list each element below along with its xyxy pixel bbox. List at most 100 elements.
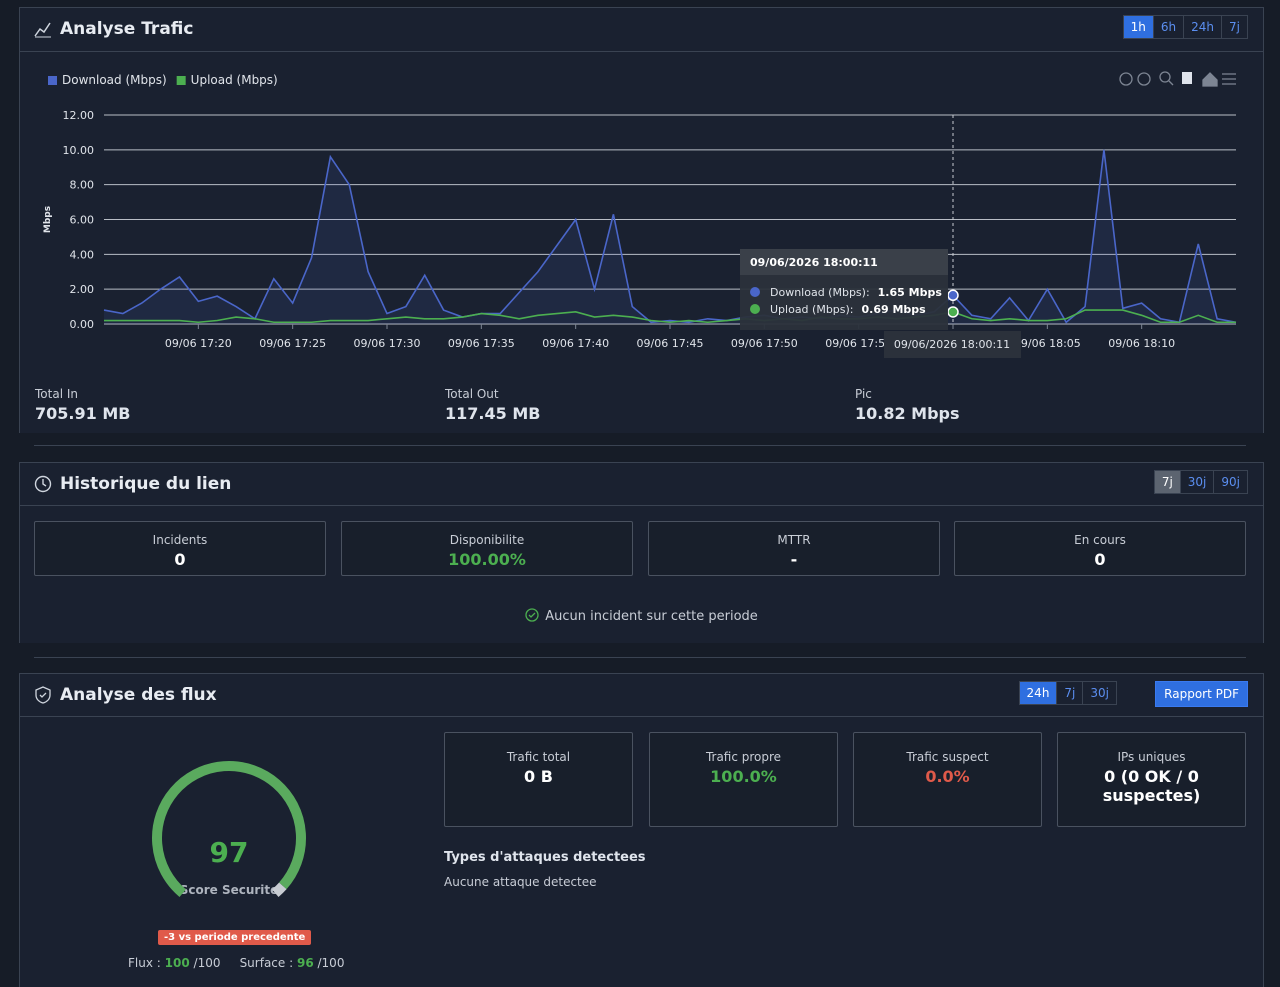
y-tick-label: 2.00 [70, 283, 95, 296]
divider [20, 51, 1263, 52]
x-tick-label: 09/06 17:35 [448, 337, 515, 350]
panel-title: Analyse Trafic [60, 19, 194, 39]
stat-label: Total Out [445, 387, 499, 401]
stat-card: Trafic suspect 0.0% [853, 732, 1042, 827]
stat-card: Trafic total 0 B [444, 732, 633, 827]
tooltip-label: Download (Mbps): [770, 286, 870, 299]
tooltip-header [740, 249, 948, 275]
tooltip-title: 09/06/2026 18:00:11 [750, 256, 878, 269]
toolbar[interactable] [1119, 71, 1236, 87]
card-label: Trafic suspect [906, 750, 989, 764]
gauge-track [272, 882, 287, 897]
stat-card: En cours 0 [954, 521, 1246, 576]
surface-label: Surface : [239, 956, 294, 970]
divider [34, 445, 1246, 446]
section-text: Aucune attaque detectee [444, 875, 597, 889]
range-buttons: 7j 30j 90j [1153, 470, 1248, 494]
flows-panel: Analyse des flux 24h 7j 30j Rapport PDF Ty… [19, 673, 1264, 987]
card-label: Disponibilite [449, 533, 525, 547]
legend-swatch [176, 76, 186, 85]
check-icon [525, 608, 539, 622]
range-buttons: 24h 7j 30j [1018, 681, 1117, 705]
card-label: Incidents [152, 533, 208, 547]
shield-icon [35, 686, 51, 704]
section-title: Types d'attaques detectees [444, 850, 646, 865]
range-button[interactable]: 1h [1123, 16, 1153, 38]
score-gauge: 97 Score Securite [152, 761, 306, 897]
range-button[interactable]: 24h [1019, 682, 1057, 704]
tooltip-swatch [750, 287, 760, 297]
panel-title: Historique du lien [60, 474, 232, 494]
crosshair-label: 09/06/2026 18:00:11 [894, 338, 1010, 351]
x-tick-label: 09/06 17:50 [731, 337, 798, 350]
legend-label: Upload (Mbps) [191, 73, 278, 87]
card-label: MTTR [777, 533, 811, 547]
surface-max: /100 [317, 956, 345, 970]
line [103, 149, 1237, 324]
crosshair-label-box [884, 331, 1021, 358]
gauge-value: 97 [210, 836, 249, 869]
range-button[interactable]: 24h [1183, 16, 1221, 38]
stat-card: MTTR - [648, 521, 940, 576]
area [104, 149, 1236, 324]
panel-title: Analyse des flux [60, 685, 217, 705]
x-tick-label: 09/06 17:30 [354, 337, 421, 350]
y-tick-label: 4.00 [70, 248, 95, 261]
range-button[interactable]: 7j [1154, 471, 1180, 493]
empty-message: Aucun incident sur cette periode [20, 608, 1263, 624]
x-tick-label: 09/06 18:10 [1108, 337, 1175, 350]
divider [34, 657, 1246, 658]
message-text: Aucun incident sur cette periode [545, 609, 758, 624]
range-button[interactable]: 30j [1082, 682, 1116, 704]
y-tick-label: 10.00 [63, 144, 95, 157]
gauge-label: Score Securite [180, 883, 279, 897]
card-value: - [790, 550, 798, 569]
stat-card: IPs uniques 0 (0 OK / 0 suspectes) [1057, 732, 1246, 827]
stat-label: Total In [35, 387, 78, 401]
stat-value: 117.45 MB [445, 404, 541, 423]
chart-icon [34, 22, 51, 38]
card-label: Trafic total [506, 750, 571, 764]
y-tick-label: 0.00 [70, 318, 95, 331]
y-axis-label: Mbps [43, 206, 53, 233]
divider [20, 716, 1263, 717]
card-label: En cours [1074, 533, 1126, 547]
stat-card: Incidents 0 [34, 521, 326, 576]
sub-scores: Flux : 100 /100 Surface : 96 /100 [128, 956, 344, 970]
card-label: IPs uniques [1117, 750, 1186, 764]
stat-card: Disponibilite 100.00% [341, 521, 633, 576]
stat: Total In 705.91 MB [35, 387, 130, 423]
tooltip-label: Upload (Mbps): [770, 303, 854, 316]
stat: Pic 10.82 Mbps [855, 387, 960, 423]
hover-point [947, 289, 959, 302]
card-value: 0 (0 OK / 0 suspectes) [1102, 767, 1201, 805]
card-label: Trafic propre [705, 750, 782, 764]
card-value: 0 B [524, 767, 553, 786]
card-value: 0 [1094, 550, 1106, 569]
divider [20, 505, 1263, 506]
x-tick-label: 09/06 17:45 [637, 337, 704, 350]
card-value: 100.00% [448, 550, 526, 569]
stat-label: Pic [855, 387, 872, 401]
hover-point [947, 306, 959, 318]
stat-value: 10.82 Mbps [855, 404, 960, 423]
trend-badge: -3 vs periode precedente [158, 930, 312, 945]
tooltip-value: 0.69 Mbps [862, 303, 927, 316]
range-button[interactable]: 90j [1213, 471, 1247, 493]
flux-value: 100 [164, 956, 190, 970]
range-button[interactable]: 7j [1221, 16, 1247, 38]
range-buttons: 1h 6h 24h 7j [1122, 15, 1248, 39]
range-button[interactable]: 30j [1179, 471, 1214, 493]
flux-label: Flux : [128, 956, 161, 970]
stat-value: 705.91 MB [35, 404, 131, 423]
stat: Total Out 117.45 MB [445, 387, 540, 423]
range-button[interactable]: 6h [1152, 16, 1183, 38]
report-button[interactable]: Rapport PDF [1155, 681, 1248, 707]
x-tick-label: 09/06 18:05 [1014, 337, 1081, 350]
range-button[interactable]: 7j [1056, 682, 1082, 704]
legend-label: Download (Mbps) [62, 73, 167, 87]
y-tick-label: 12.00 [63, 109, 95, 122]
legend-swatch [48, 76, 57, 85]
y-tick-label: 8.00 [70, 179, 95, 192]
